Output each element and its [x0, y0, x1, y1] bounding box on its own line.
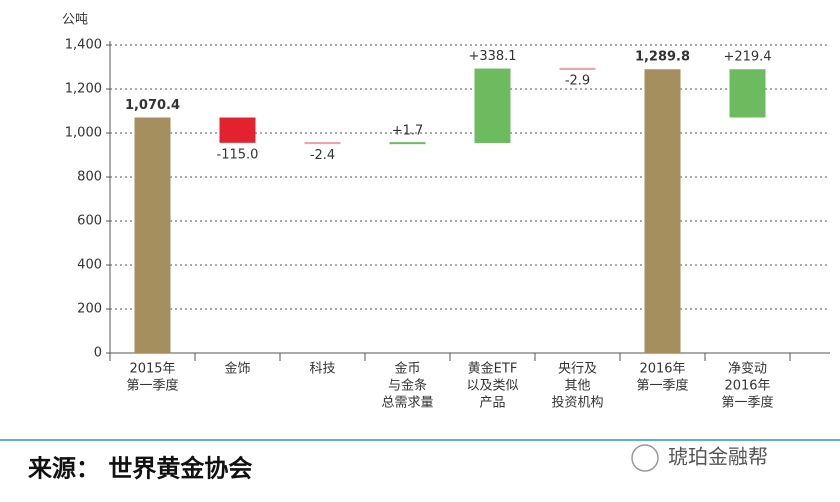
x-tick-label: 央行及: [558, 362, 597, 377]
x-tick-label: 其他: [564, 379, 590, 394]
y-tick-label: 0: [94, 346, 102, 361]
y-tick-label: 800: [77, 170, 102, 185]
value-label: +1.7: [392, 123, 424, 138]
y-tick-label: 600: [77, 214, 102, 229]
x-tick-label: 2015年: [129, 362, 175, 377]
value-label: -2.9: [565, 74, 590, 89]
bar: [389, 142, 426, 145]
value-label: +219.4: [723, 50, 771, 65]
bar: [559, 67, 596, 70]
bar: [474, 68, 511, 143]
bar: [219, 117, 256, 143]
x-tick-label: 产品: [479, 396, 505, 411]
bar: [134, 117, 171, 354]
x-tick-label: 第一季度: [636, 378, 688, 394]
watermark-icon: [631, 444, 659, 472]
y-tick-label: 1,200: [65, 82, 102, 97]
value-label: +338.1: [468, 49, 516, 64]
bar: [644, 69, 681, 353]
x-tick-label: 第一季度: [721, 395, 773, 411]
bar: [729, 69, 766, 118]
y-tick-label: 1,000: [65, 126, 102, 141]
value-label: -115.0: [217, 147, 259, 162]
x-tick-label: 金饰: [224, 361, 250, 377]
y-axis-label: 公吨: [62, 13, 88, 28]
watermark: 琥珀金融帮: [668, 445, 768, 469]
x-tick-label: 以及类似: [466, 379, 518, 394]
value-label: -2.4: [310, 148, 335, 163]
x-tick-label: 第一季度: [126, 378, 178, 394]
x-tick-label: 总需求量: [381, 396, 433, 411]
x-tick-label: 净变动: [728, 361, 767, 377]
bar: [304, 142, 341, 145]
x-tick-label: 黄金ETF: [468, 361, 518, 377]
y-tick-label: 1,400: [65, 38, 102, 53]
x-tick-label: 科技: [309, 362, 335, 377]
source: 来源： 世界黄金协会: [28, 454, 252, 483]
y-tick-label: 400: [77, 258, 102, 273]
x-tick-label: 金币: [394, 361, 420, 377]
x-tick-label: 2016年: [724, 379, 770, 394]
x-tick-label: 投资机构: [551, 395, 603, 411]
y-tick-label: 200: [77, 302, 102, 317]
value-label: 1,070.4: [125, 98, 180, 113]
value-label: 1,289.8: [635, 50, 690, 65]
x-tick-label: 与金条: [388, 378, 427, 394]
x-tick-label: 2016年: [639, 362, 685, 377]
